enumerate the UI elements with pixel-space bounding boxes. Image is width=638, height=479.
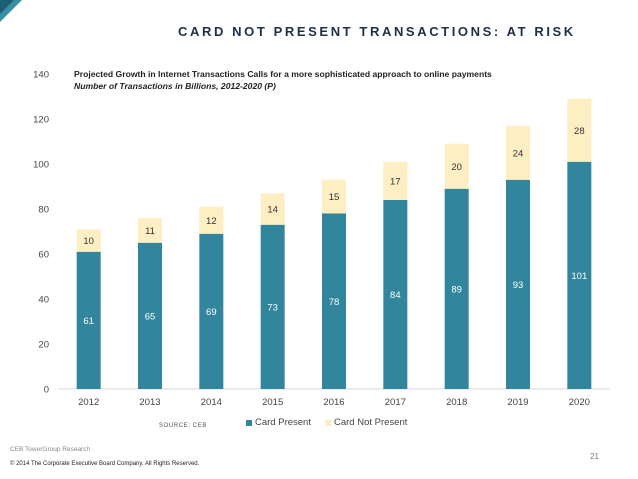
bar-card-not-present <box>383 161 408 200</box>
data-label-card-present: 84 <box>390 290 401 301</box>
x-tick-label: 2016 <box>323 397 344 408</box>
data-label-card-present: 89 <box>451 284 462 295</box>
y-tick-label: 20 <box>38 340 49 351</box>
data-label-card-present: 69 <box>206 307 217 318</box>
y-tick-label: 60 <box>38 250 49 261</box>
data-label-card-not-present: 24 <box>513 148 524 159</box>
x-tick-label: 2017 <box>385 397 406 408</box>
bar-card-present <box>138 242 162 389</box>
x-tick-label: 2012 <box>78 397 99 408</box>
bar-card-present <box>199 233 224 389</box>
data-label-card-present: 65 <box>145 311 156 322</box>
page-number: 21 <box>590 452 599 461</box>
legend-label-card-not-present: Card Not Present <box>333 417 408 428</box>
bar-card-present <box>506 179 530 389</box>
data-label-card-not-present: 15 <box>329 192 340 203</box>
legend-item-card-present: Card Present <box>246 417 311 428</box>
chart-subtitle: Number of Transactions in Billions, 2012… <box>74 81 276 91</box>
bar-card-not-present <box>260 193 285 225</box>
y-tick-label: 120 <box>33 115 49 126</box>
chart-legend: Card Present Card Not Present <box>246 417 421 428</box>
bar-card-present <box>76 251 101 389</box>
data-label-card-not-present: 17 <box>390 176 401 187</box>
bar-card-present <box>260 224 285 389</box>
x-tick-label: 2015 <box>262 397 283 408</box>
y-tick-label: 40 <box>38 295 49 306</box>
x-tick-label: 2020 <box>569 397 590 408</box>
bar-card-not-present <box>322 179 346 214</box>
data-label-card-present: 101 <box>571 271 587 282</box>
data-label-card-not-present: 11 <box>145 226 155 237</box>
data-label-card-not-present: 14 <box>267 205 278 216</box>
data-label-card-present: 93 <box>513 280 524 291</box>
data-label-card-not-present: 12 <box>206 216 217 227</box>
legend-swatch-card-present <box>246 419 252 426</box>
chart-source: SOURCE: CEB <box>159 423 207 429</box>
chart-title: Projected Growth in Internet Transaction… <box>74 69 492 79</box>
bar-card-not-present <box>506 125 530 180</box>
data-label-card-not-present: 20 <box>451 162 462 173</box>
y-tick-label: 140 <box>33 70 49 81</box>
data-label-card-present: 78 <box>329 297 340 308</box>
bar-card-not-present <box>567 98 592 162</box>
x-tick-label: 2013 <box>139 397 160 408</box>
y-tick-label: 80 <box>38 205 49 216</box>
data-label-card-not-present: 10 <box>83 236 94 247</box>
bar-card-not-present <box>444 143 469 189</box>
copyright-notice: © 2014 The Corporate Executive Board Com… <box>10 461 200 467</box>
y-tick-label: 0 <box>44 385 49 396</box>
legend-item-card-not-present: Card Not Present <box>324 417 408 428</box>
legend-swatch-card-not-present <box>324 419 331 426</box>
x-tick-label: 2014 <box>201 397 222 408</box>
y-tick-label: 100 <box>33 160 49 171</box>
page-title: CARD NOT PRESENT TRANSACTIONS: AT RISK <box>178 24 576 39</box>
x-tick-label: 2018 <box>446 397 467 408</box>
x-tick-label: 2019 <box>507 397 528 408</box>
bar-card-present <box>444 188 469 389</box>
bar-card-not-present <box>76 229 101 252</box>
data-label-card-present: 73 <box>267 302 278 313</box>
bar-card-not-present <box>199 206 224 234</box>
bar-card-not-present <box>138 218 162 243</box>
research-credit: CEB TowerGroup Research <box>10 446 91 453</box>
bar-card-present <box>322 213 346 389</box>
bar-card-present <box>567 161 592 389</box>
data-label-card-present: 61 <box>83 316 94 327</box>
bar-card-present <box>383 200 408 389</box>
legend-label-card-present: Card Present <box>255 417 311 428</box>
corner-accent-dark <box>0 0 14 14</box>
data-label-card-not-present: 28 <box>574 126 585 137</box>
